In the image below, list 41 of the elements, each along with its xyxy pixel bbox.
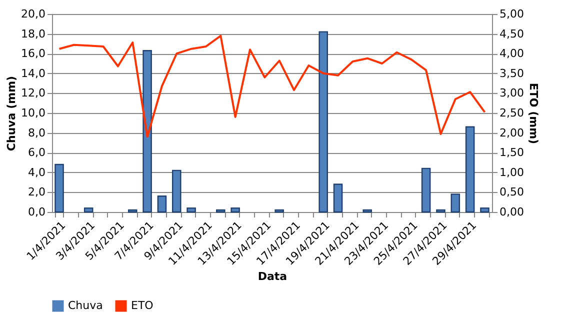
legend-label: ETO bbox=[131, 299, 154, 312]
bar bbox=[465, 126, 475, 213]
y2-tick-label: 1,00 bbox=[500, 166, 524, 179]
y2-tick-label: 1,50 bbox=[500, 146, 524, 160]
y2-tick-label: 0,50 bbox=[500, 186, 524, 199]
legend-label: Chuva bbox=[68, 299, 103, 312]
y-tick-label: 18,0 bbox=[21, 27, 46, 40]
y2-tick-label: 3,50 bbox=[500, 66, 524, 80]
line-series bbox=[58, 34, 486, 138]
bar bbox=[84, 207, 94, 213]
bar bbox=[333, 184, 343, 213]
y-tick-label: 8,0 bbox=[28, 126, 46, 140]
y-tick-label: 16,0 bbox=[21, 47, 46, 60]
bar bbox=[157, 196, 167, 213]
y-tick-label: 6,0 bbox=[28, 146, 46, 160]
bar bbox=[142, 50, 152, 213]
bar bbox=[318, 31, 328, 213]
bar bbox=[480, 207, 490, 213]
y2-tick-label: 0,00 bbox=[500, 206, 524, 218]
y-tick-label: 2,0 bbox=[28, 186, 46, 199]
y2-tick-label: 4,50 bbox=[500, 27, 524, 40]
bar bbox=[421, 168, 431, 213]
y-tick-label: 20,0 bbox=[21, 8, 46, 20]
bar bbox=[450, 194, 460, 213]
bar bbox=[54, 164, 64, 213]
y2-tick-label: 4,00 bbox=[500, 47, 524, 60]
y2-tick-label: 3,00 bbox=[500, 86, 524, 100]
x-axis-title: Data bbox=[258, 270, 288, 284]
y2-tick-label: 2,50 bbox=[500, 106, 524, 120]
bar bbox=[186, 207, 196, 213]
y-tick-label: 0,0 bbox=[28, 206, 46, 218]
y-tick-label: 12,0 bbox=[21, 86, 46, 100]
y2-tick-label: 5,00 bbox=[500, 8, 524, 20]
bar bbox=[230, 207, 240, 213]
y-axis-title: Chuva (mm) bbox=[5, 76, 18, 152]
bar bbox=[172, 170, 182, 213]
y-tick-label: 4,0 bbox=[28, 166, 46, 179]
y2-tick-label: 2,00 bbox=[500, 126, 524, 140]
y-tick-label: 10,0 bbox=[21, 106, 46, 120]
y2-axis-title: ETO (mm) bbox=[526, 82, 540, 144]
y-tick-label: 14,0 bbox=[21, 66, 46, 80]
